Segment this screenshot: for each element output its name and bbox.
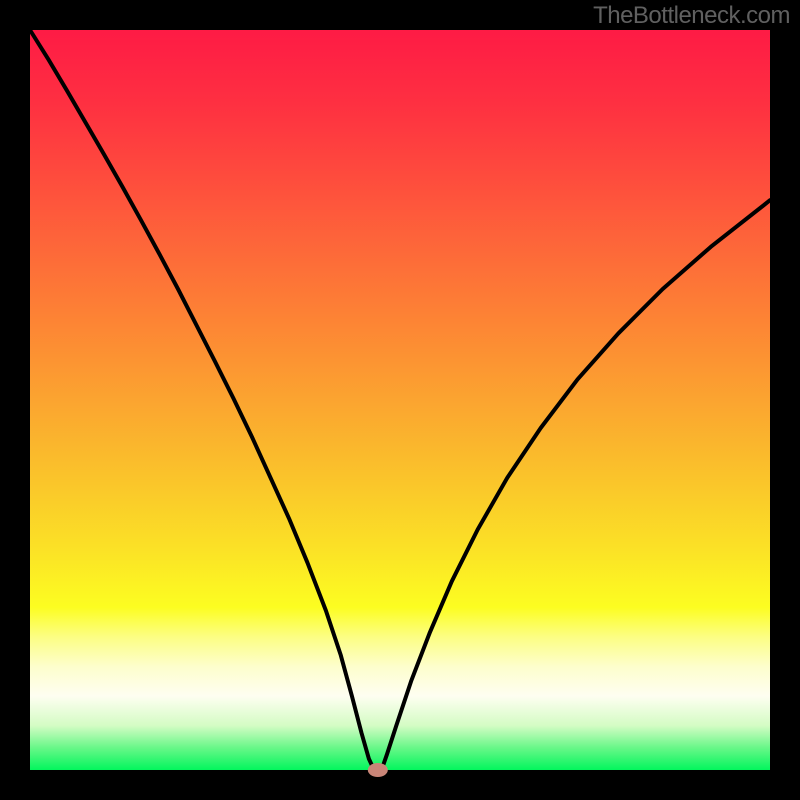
bottleneck-plot xyxy=(0,0,800,800)
watermark-text: TheBottleneck.com xyxy=(593,2,790,30)
optimal-marker xyxy=(368,763,388,777)
gradient-background xyxy=(30,30,770,770)
